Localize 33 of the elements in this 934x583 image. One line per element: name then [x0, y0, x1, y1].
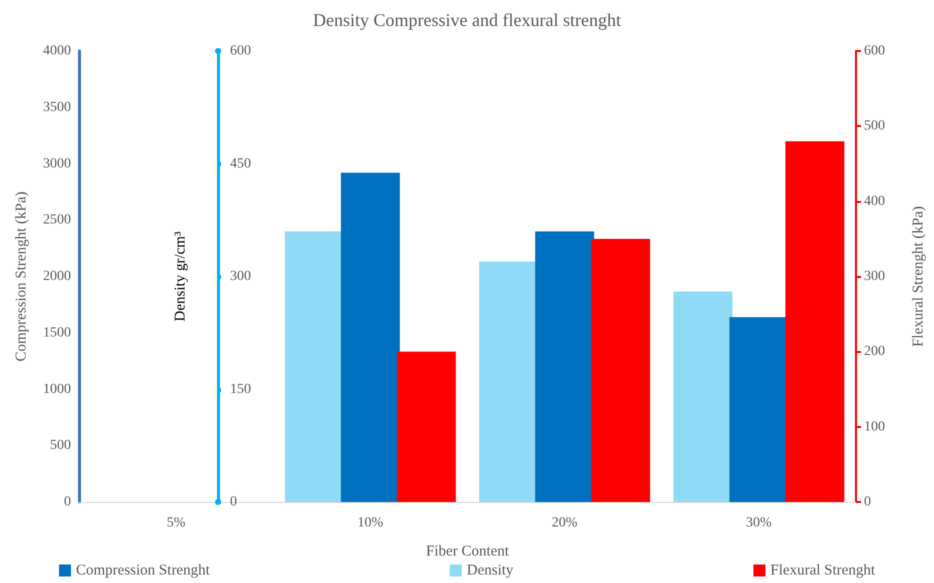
y-tick-label: 3500 — [43, 100, 71, 115]
y3-tick-label: 100 — [864, 419, 885, 434]
legend-label: Compression Strenght — [76, 562, 211, 578]
y-tick-label: 2500 — [43, 212, 71, 228]
y2-tick-label: 150 — [230, 382, 251, 397]
y-tick-label: 4000 — [43, 44, 71, 58]
y3-tick-label: 300 — [864, 269, 885, 284]
y3-tick-label: 0 — [864, 494, 871, 510]
y-tick-label: 3000 — [43, 156, 71, 172]
y-axis-title: Compression Strenght (kPa) — [14, 192, 30, 362]
legend-label: Density — [466, 562, 514, 578]
y2-tick-label: 0 — [230, 494, 237, 510]
y-tick-label: 500 — [50, 438, 71, 454]
x-tick-label: 20% — [552, 516, 578, 530]
y3-axis-title: Flexural Strenght (kPa) — [910, 206, 926, 347]
chart-title: Density Compressive and flexural strenght — [313, 10, 621, 30]
y-tick-label: 1000 — [43, 382, 71, 397]
x-tick-label: 10% — [358, 516, 384, 530]
legend-label: Flexural Strenght — [770, 562, 876, 578]
y2-tick-label: 600 — [230, 44, 251, 58]
x-axis-title: Fiber Content — [426, 544, 510, 560]
y-tick-label: 0 — [64, 494, 71, 510]
y2-tick-label: 300 — [230, 269, 251, 284]
x-tick-label: 30% — [746, 516, 772, 530]
y3-tick-label: 500 — [864, 118, 885, 134]
y3-tick-label: 400 — [864, 194, 885, 209]
y3-tick-label: 200 — [864, 344, 885, 360]
y-tick-label: 2000 — [43, 269, 71, 284]
y2-tick-label: 450 — [230, 156, 251, 172]
y3-tick-label: 600 — [864, 44, 885, 58]
x-tick-label: 5% — [166, 516, 186, 530]
y2-axis-title: Density gr/cm³ — [172, 231, 188, 322]
y-tick-label: 1500 — [43, 325, 71, 340]
